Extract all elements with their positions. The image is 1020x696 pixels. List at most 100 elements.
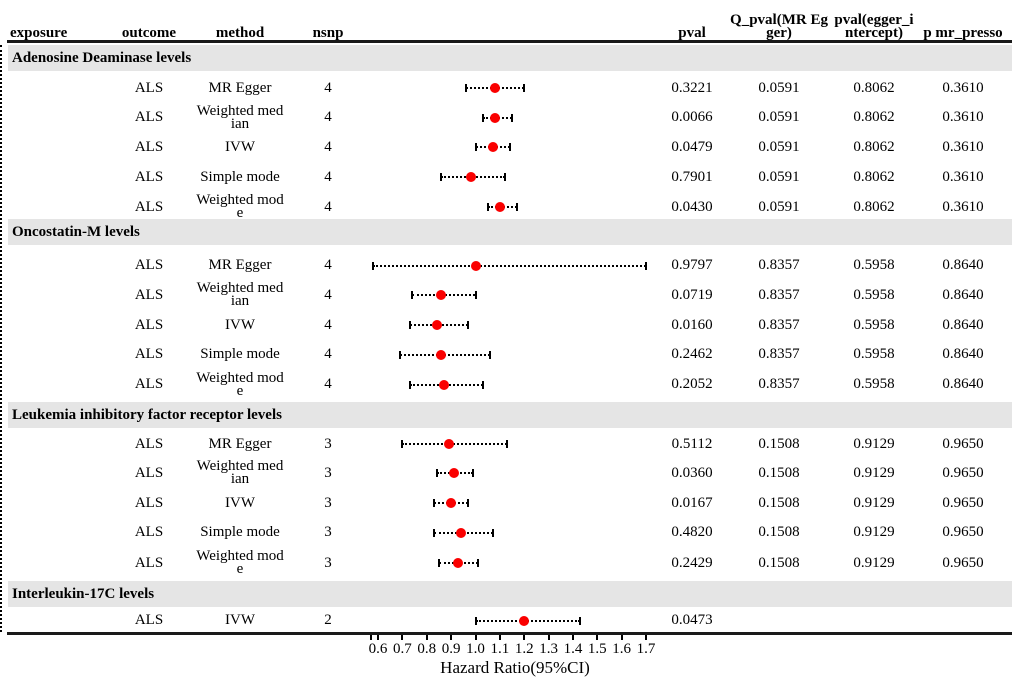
- cell-presso-pval: 0.3610: [942, 79, 984, 96]
- cell-nsnp: 3: [324, 435, 332, 452]
- cell-q-pval: 0.1508: [758, 524, 800, 540]
- cell-outcome: ALS: [134, 257, 164, 273]
- hr-point-estimate: [489, 83, 500, 93]
- cell-q-pval: 0.0591: [758, 79, 800, 96]
- ci-upper-cap: [511, 113, 514, 122]
- cell-method: IVW: [225, 138, 255, 155]
- cell-nsnp: 4: [324, 286, 332, 303]
- cell-q-pval: 0.0591: [758, 109, 800, 125]
- cell-method: IVW: [225, 612, 255, 628]
- cell-nsnp: 4: [324, 168, 332, 185]
- ci-lower-cap: [411, 291, 414, 299]
- hr-point-estimate: [489, 112, 500, 123]
- cell-presso-pval: 0.8640: [942, 376, 984, 392]
- cell-method: Simple mode: [200, 346, 280, 362]
- cell-egger-pval: 0.9129: [853, 464, 895, 481]
- hr-point-estimate: [453, 558, 464, 568]
- axis-tick-label: 0.6: [368, 641, 388, 657]
- cell-q-pval: 0.1508: [758, 494, 800, 511]
- axis-tick-label: 1.2: [514, 641, 534, 657]
- cell-q-pval: 0.1508: [758, 464, 800, 481]
- cell-pval: 0.2429: [671, 554, 713, 571]
- cell-outcome: ALS: [134, 109, 164, 125]
- axis-tick: [498, 635, 501, 640]
- axis-tick: [547, 635, 550, 640]
- cell-presso-pval: 0.8640: [942, 346, 984, 362]
- hr-point-estimate: [436, 349, 447, 360]
- cell-presso-pval: 0.9650: [942, 494, 984, 511]
- cell-q-pval: 0.8357: [758, 316, 800, 333]
- cell-method: Weighted mod e: [196, 192, 284, 221]
- cell-egger-pval: 0.9129: [853, 554, 895, 571]
- cell-pval: 0.5112: [671, 435, 713, 452]
- cell-nsnp: 3: [324, 494, 332, 511]
- ci-upper-cap: [508, 143, 511, 151]
- x-axis-title: Hazard Ratio(95%CI): [440, 658, 590, 677]
- cell-presso-pval: 0.9650: [942, 554, 984, 571]
- cell-nsnp: 4: [324, 198, 332, 215]
- exposure-section-title: Adenosine Deaminase levels: [12, 49, 192, 66]
- cell-outcome: ALS: [134, 612, 164, 628]
- ci-lower-cap: [437, 559, 440, 567]
- cell-q-pval: 0.8357: [758, 346, 800, 362]
- axis-tick-label: 1.4: [563, 641, 583, 657]
- cell-pval: 0.0360: [671, 464, 713, 481]
- cell-nsnp: 4: [324, 79, 332, 96]
- ci-lower-cap: [408, 321, 411, 329]
- bottom-divider-line: [7, 632, 1012, 635]
- axis-tick-label: 1.0: [466, 641, 485, 657]
- hr-point-estimate: [446, 498, 457, 508]
- cell-outcome: ALS: [134, 524, 164, 540]
- cell-method: Weighted med ian: [196, 458, 284, 487]
- exposure-section-title: Oncostatin-M levels: [12, 223, 140, 240]
- ci-upper-cap: [489, 350, 492, 359]
- cell-q-pval: 0.0591: [758, 168, 800, 185]
- axis-edge-tick: [370, 635, 372, 640]
- cell-q-pval: 0.1508: [758, 435, 800, 452]
- cell-outcome: ALS: [134, 464, 164, 481]
- cell-egger-pval: 0.8062: [853, 198, 895, 215]
- cell-presso-pval: 0.8640: [942, 286, 984, 303]
- section-header-band: Leukemia inhibitory factor receptor leve…: [8, 402, 1012, 428]
- hr-point-estimate: [519, 615, 530, 626]
- cell-pval: 0.7901: [671, 168, 713, 185]
- axis-tick: [523, 635, 526, 640]
- section-header-band: Oncostatin-M levels: [8, 219, 1012, 245]
- axis-tick: [596, 635, 599, 640]
- ci-lower-cap: [398, 350, 401, 359]
- cell-egger-pval: 0.8062: [853, 168, 895, 185]
- cell-nsnp: 2: [324, 612, 332, 628]
- axis-tick-label: 0.7: [393, 641, 412, 657]
- cell-method: IVW: [225, 494, 255, 511]
- hr-point-estimate: [455, 527, 466, 538]
- section-header-band: Interleukin-17C levels: [8, 581, 1012, 607]
- column-header-pval: pval: [678, 25, 706, 41]
- ci-upper-cap: [515, 203, 518, 211]
- cell-pval: 0.9797: [671, 257, 713, 273]
- cell-egger-pval: 0.9129: [853, 524, 895, 540]
- cell-pval: 0.0430: [671, 198, 713, 215]
- axis-tick: [401, 635, 404, 640]
- cell-outcome: ALS: [134, 79, 164, 96]
- ci-upper-cap: [579, 616, 582, 625]
- column-header-exposure: exposure: [10, 25, 68, 41]
- ci-lower-cap: [474, 143, 477, 151]
- ci-upper-cap: [503, 173, 506, 181]
- column-header-outcome: outcome: [121, 25, 177, 41]
- ci-lower-cap: [372, 261, 375, 270]
- cell-nsnp: 4: [324, 346, 332, 362]
- axis-tick-label: 1.3: [539, 641, 558, 657]
- cell-q-pval: 0.8357: [758, 376, 800, 392]
- cell-egger-pval: 0.8062: [853, 109, 895, 125]
- column-header-nsnp: nsnp: [312, 25, 344, 41]
- cell-presso-pval: 0.8640: [942, 257, 984, 273]
- cell-nsnp: 4: [324, 138, 332, 155]
- ci-upper-cap: [491, 528, 494, 537]
- cell-egger-pval: 0.5958: [853, 257, 895, 273]
- cell-presso-pval: 0.3610: [942, 109, 984, 125]
- cell-pval: 0.0479: [671, 138, 713, 155]
- cell-method: MR Egger: [208, 257, 272, 273]
- ci-upper-cap: [476, 559, 479, 567]
- ci-upper-cap: [467, 321, 470, 329]
